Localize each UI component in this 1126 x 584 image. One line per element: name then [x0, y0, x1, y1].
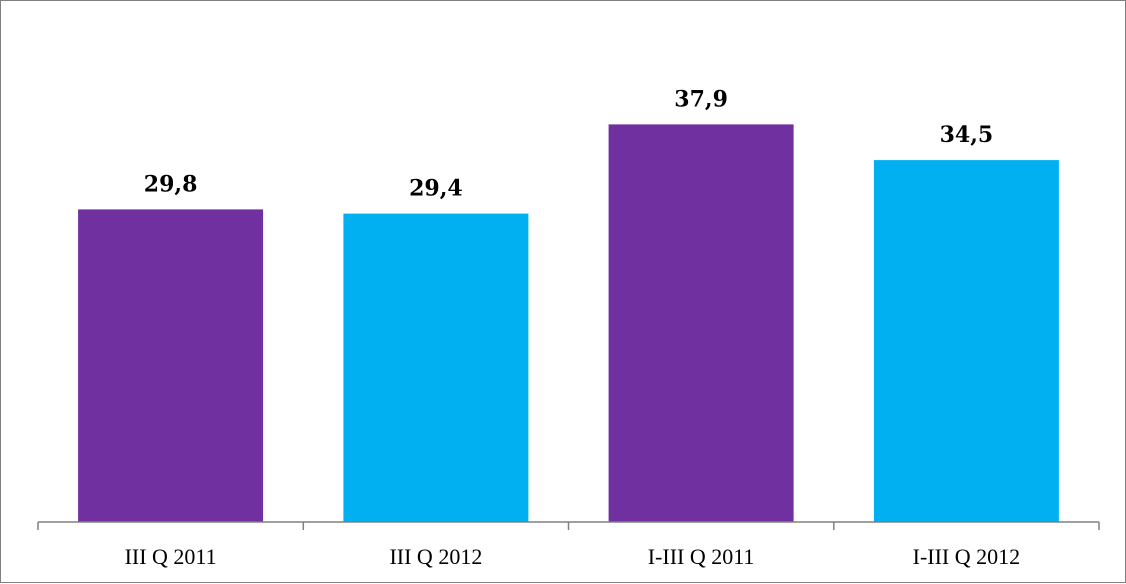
- data-label-1: 29,8: [144, 171, 198, 197]
- x-tick-label-3: I-III Q 2011: [648, 544, 755, 569]
- data-label-2: 29,4: [409, 176, 463, 202]
- data-label-3: 37,9: [674, 86, 728, 112]
- bar-4: [873, 160, 1059, 522]
- x-tick-label-1: III Q 2011: [125, 544, 217, 569]
- x-tick-label-4: I-III Q 2012: [913, 544, 1021, 569]
- data-label-4: 34,5: [940, 122, 994, 148]
- bars-group: [78, 124, 1059, 523]
- x-axis-ticks-group: [37, 522, 1100, 530]
- bar-3: [608, 124, 794, 523]
- bar-1: [78, 209, 264, 522]
- bar-2: [343, 213, 529, 522]
- value-labels-group: 29,8 29,4 37,9 34,5: [144, 86, 993, 201]
- x-tick-label-2: III Q 2012: [389, 544, 482, 569]
- x-axis-tick-labels-group: III Q 2011 III Q 2012 I-III Q 2011 I-III Q …: [125, 544, 1021, 569]
